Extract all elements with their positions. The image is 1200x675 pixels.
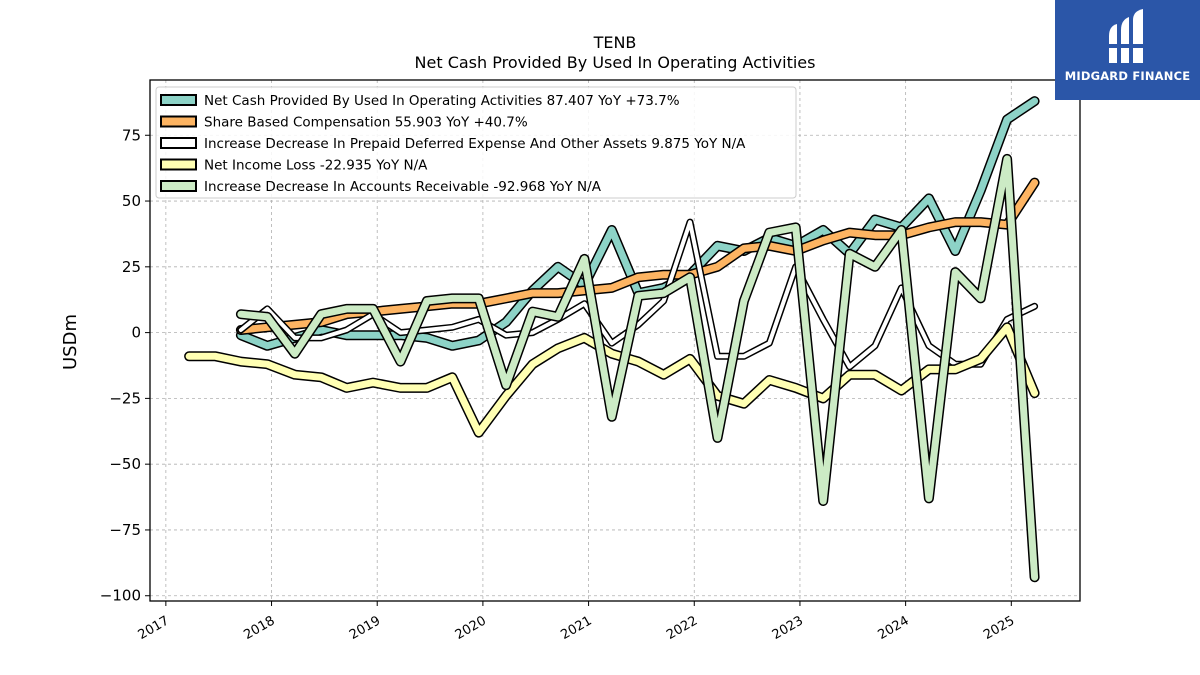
legend-swatch (160, 137, 197, 149)
legend-label: Increase Decrease In Accounts Receivable… (204, 179, 602, 195)
chart-title: TENB (593, 33, 637, 52)
legend-label: Net Cash Provided By Used In Operating A… (204, 93, 680, 109)
x-tick-label: 2019 (347, 613, 383, 643)
legend-label: Share Based Compensation 55.903 YoY +40.… (204, 115, 528, 131)
y-tick-label: 50 (122, 192, 141, 210)
midgard-finance-logo: MIDGARD FINANCE (1055, 0, 1200, 100)
x-tick-label: 2022 (664, 613, 700, 643)
axes: −100 −75 −50 −25 0 25 50 75 2017 2018 2019 2020 2021… (100, 126, 1018, 643)
x-tick-label: 2021 (558, 613, 594, 643)
x-tick-label: 2024 (875, 613, 911, 643)
x-tick-label: 2020 (453, 613, 489, 643)
legend-swatch (160, 115, 197, 128)
y-tick-label: 75 (122, 126, 141, 144)
y-tick-label: 0 (131, 324, 141, 342)
y-axis-title: USDm (60, 314, 81, 370)
plot-frame (149, 79, 1081, 602)
y-tick-label: −75 (109, 521, 141, 539)
legend-label: Increase Decrease In Prepaid Deferred Ex… (204, 136, 746, 152)
x-tick-label: 2025 (981, 613, 1017, 643)
y-tick-label: −25 (109, 389, 141, 407)
logo-text: MIDGARD FINANCE (1064, 69, 1191, 83)
y-tick-label: 25 (122, 258, 141, 276)
legend-swatch (160, 158, 197, 171)
legend-swatch (160, 180, 197, 192)
legend-swatch (160, 94, 197, 106)
x-tick-label: 2023 (770, 613, 806, 643)
legend-box (155, 86, 797, 199)
legend: Net Cash Provided By Used In Operating A… (155, 86, 797, 199)
y-tick-label: −100 (100, 587, 141, 605)
midgard-logo-icon (1109, 9, 1143, 63)
y-tick-label: −50 (109, 455, 141, 473)
x-tick-label: 2018 (241, 613, 277, 643)
series-layer (184, 96, 1040, 583)
legend-label: Net Income Loss -22.935 YoY N/A (204, 158, 428, 174)
series-line-increase-decrease-in-accounts-receivable (237, 155, 1039, 581)
chart-subtitle: Net Cash Provided By Used In Operating A… (415, 53, 816, 72)
x-tick-label: 2017 (136, 613, 172, 643)
series-line-net-income-loss (185, 323, 1039, 437)
